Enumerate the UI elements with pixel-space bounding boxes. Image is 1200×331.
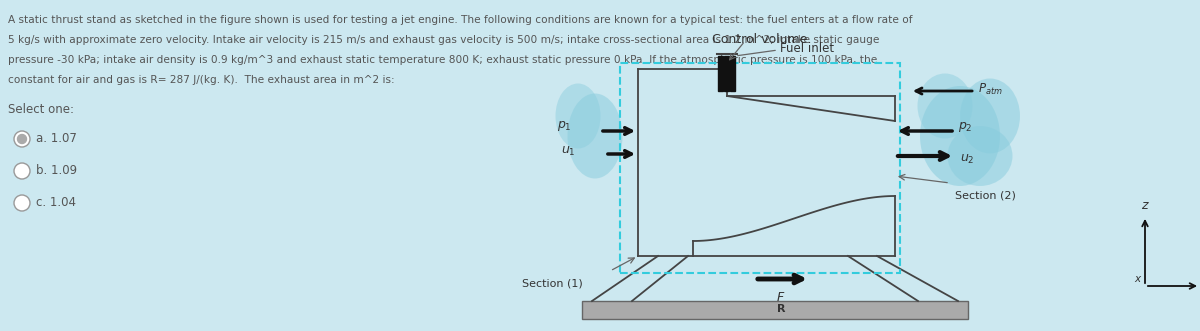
Bar xyxy=(730,56,734,91)
Text: constant for air and gas is R= 287 J/(kg. K).  The exhaust area in m^2 is:: constant for air and gas is R= 287 J/(kg… xyxy=(8,75,395,85)
Text: 5 kg/s with approximate zero velocity. Intake air velocity is 215 m/s and exhaus: 5 kg/s with approximate zero velocity. I… xyxy=(8,35,880,45)
Text: $F$: $F$ xyxy=(776,291,786,304)
Ellipse shape xyxy=(568,93,623,178)
Text: $p_2$: $p_2$ xyxy=(958,120,972,134)
Circle shape xyxy=(18,134,26,144)
Bar xyxy=(724,56,730,91)
Text: a. 1.07: a. 1.07 xyxy=(36,132,77,146)
Text: $P_{atm}$: $P_{atm}$ xyxy=(978,81,1003,97)
Ellipse shape xyxy=(960,78,1020,154)
Text: A static thrust stand as sketched in the figure shown is used for testing a jet : A static thrust stand as sketched in the… xyxy=(8,15,912,25)
Text: Section (2): Section (2) xyxy=(955,191,1016,201)
Ellipse shape xyxy=(918,73,972,138)
Circle shape xyxy=(14,163,30,179)
Text: Control volume: Control volume xyxy=(713,33,808,46)
Bar xyxy=(620,63,900,273)
Bar xyxy=(718,56,722,91)
Text: $u_1$: $u_1$ xyxy=(562,144,576,158)
Text: $p_1$: $p_1$ xyxy=(557,119,572,133)
Text: $u_2$: $u_2$ xyxy=(960,153,974,166)
Circle shape xyxy=(14,195,30,211)
Text: pressure -30 kPa; intake air density is 0.9 kg/m^3 and exhaust static temperatur: pressure -30 kPa; intake air density is … xyxy=(8,55,877,65)
Text: Section (1): Section (1) xyxy=(522,279,583,289)
Ellipse shape xyxy=(920,86,1000,186)
Bar xyxy=(582,301,968,319)
Circle shape xyxy=(14,131,30,147)
Ellipse shape xyxy=(556,83,600,149)
Ellipse shape xyxy=(948,126,1013,186)
Text: b. 1.09: b. 1.09 xyxy=(36,165,77,177)
Text: $z$: $z$ xyxy=(1140,199,1150,212)
Text: $\mathbf{R}$: $\mathbf{R}$ xyxy=(776,302,786,314)
Text: c. 1.04: c. 1.04 xyxy=(36,197,76,210)
Text: $x$: $x$ xyxy=(1134,274,1142,284)
Text: Select one:: Select one: xyxy=(8,103,74,116)
Text: Fuel inlet: Fuel inlet xyxy=(780,42,834,56)
